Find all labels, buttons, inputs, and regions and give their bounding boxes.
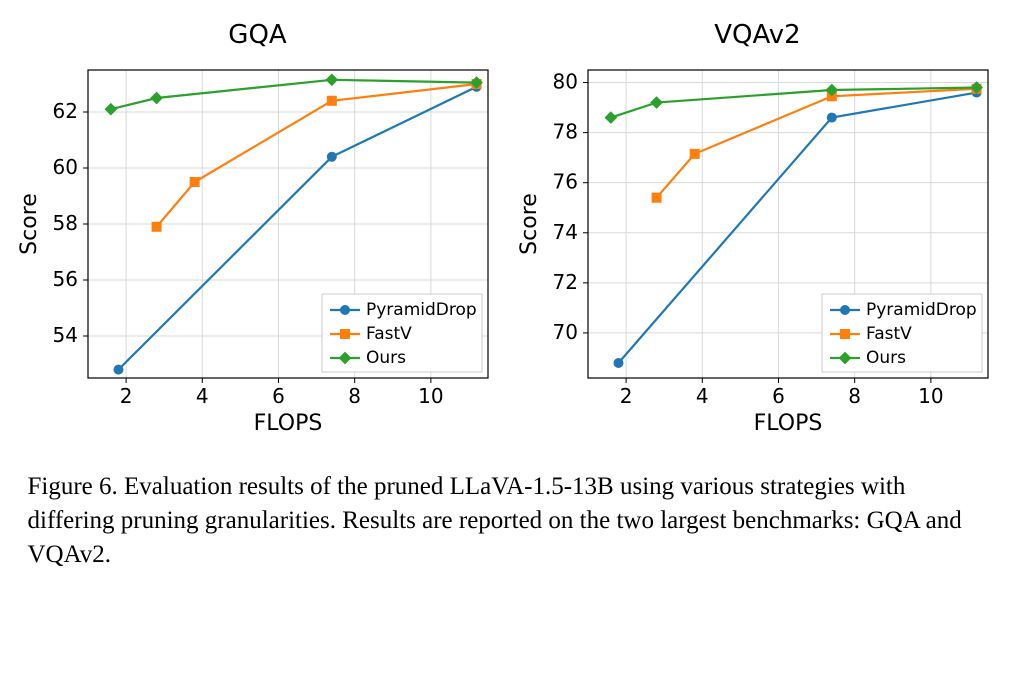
chart-svg-vqav2: 2 4 6 8 10 70 72 74 76 78 80 FLOPS Score PyramidDrop F… <box>518 58 998 438</box>
chart-panel-gqa: GQA 2 4 6 8 10 54 56 58 60 62 FLOPS Score PyramidDro… <box>18 20 498 440</box>
ytick-label: 60 <box>52 155 77 179</box>
chart-title-vqav2: VQAv2 <box>518 20 998 50</box>
ytick-label: 74 <box>552 220 577 244</box>
legend-label: Ours <box>366 348 406 368</box>
legend-label: Ours <box>866 348 906 368</box>
chart-title-gqa: GQA <box>18 20 498 50</box>
chart-panel-vqav2: VQAv2 2 4 6 8 10 70 72 74 76 78 80 FLOPS Score Pyrami… <box>518 20 998 440</box>
ytick-label: 78 <box>552 120 577 144</box>
ytick-label: 56 <box>52 267 77 291</box>
xtick-label: 10 <box>418 384 443 408</box>
xtick-label: 6 <box>272 384 285 408</box>
ytick-label: 70 <box>552 320 577 344</box>
ytick-label: 72 <box>552 270 577 294</box>
plot-area-vqav2: 2 4 6 8 10 70 72 74 76 78 80 FLOPS Score PyramidDrop F… <box>518 58 998 438</box>
xtick-label: 4 <box>195 384 208 408</box>
legend-label: FastV <box>866 324 912 344</box>
ytick-label: 58 <box>52 211 77 235</box>
ylabel: Score <box>18 193 42 255</box>
xtick-label: 4 <box>695 384 708 408</box>
xtick-label: 8 <box>848 384 861 408</box>
xtick-label: 8 <box>348 384 361 408</box>
ytick-label: 76 <box>552 170 577 194</box>
xtick-label: 2 <box>619 384 632 408</box>
figure-container: GQA 2468105456586062FLOPSScorePyramidDro… <box>20 20 995 440</box>
xtick-label: 2 <box>119 384 132 408</box>
legend-label: PyramidDrop <box>866 300 977 320</box>
xtick-label: 6 <box>772 384 785 408</box>
xtick-label: 10 <box>918 384 943 408</box>
chart-svg-gqa: 2 4 6 8 10 54 56 58 60 62 FLOPS Score PyramidDrop Fas… <box>18 58 498 438</box>
ytick-label: 54 <box>52 323 77 347</box>
ylabel: Score <box>518 193 542 255</box>
plot-area-gqa: 2 4 6 8 10 54 56 58 60 62 FLOPS Score PyramidDrop Fas… <box>18 58 498 438</box>
figure-caption: Figure 6. Evaluation results of the prun… <box>28 470 988 571</box>
xlabel: FLOPS <box>253 411 322 436</box>
ytick-label: 80 <box>552 70 577 94</box>
xlabel: FLOPS <box>753 411 822 436</box>
ytick-label: 62 <box>52 99 77 123</box>
legend-label: FastV <box>366 324 412 344</box>
legend-label: PyramidDrop <box>366 300 477 320</box>
